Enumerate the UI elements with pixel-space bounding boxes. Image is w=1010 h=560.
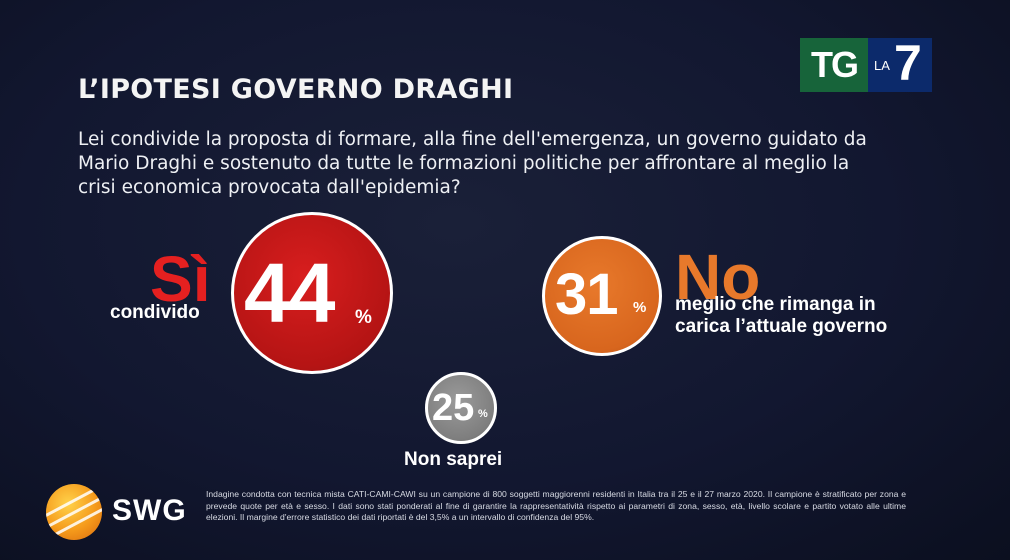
bubble-no: 31 % [542,236,662,356]
question-line: Mario Draghi e sostenuto da tutte le for… [78,153,850,174]
value-label-non-saprei: 25 [432,387,475,429]
page-title: L’IPOTESI GOVERNO DRAGHI [78,74,514,105]
la-logo-text: LA [874,58,890,73]
swg-globe-icon [46,484,102,540]
bubble-non-saprei: 25 % [425,372,497,444]
answer-si-label: Sì [150,243,211,315]
swg-globe-logo: SWG [40,480,200,544]
answer-no-label: No [675,241,761,313]
answer-no-sublabel-line: meglio che rimanga in [675,294,876,315]
question-line: crisi economica provocata dall'epidemia? [78,177,461,198]
methodology-note: Indagine condotta con tecnica mista CATI… [206,489,906,522]
unit-label-non-saprei: % [478,408,488,420]
tg-la7-logo: TG LA 7 [800,35,932,92]
seven-logo-text: 7 [894,35,922,91]
answer-no-sublabel-line: carica l’attuale governo [675,316,888,337]
value-label-no: 31 [555,262,619,327]
answer-non-saprei-label: Non saprei [404,449,503,470]
question-line: Lei condivide la proposta di formare, al… [78,129,867,150]
swg-brand-name: SWG [112,494,187,527]
unit-label-si: % [355,307,372,328]
value-label-si: 44 [244,246,335,340]
tg-logo-text: TG [800,38,868,92]
la7-logo-block: LA 7 [868,35,932,92]
unit-label-no: % [633,299,647,316]
bubble-si: 44 % [231,212,393,374]
answer-si-sublabel: condivido [110,302,200,323]
survey-question: Lei condivide la proposta di formare, al… [78,128,898,200]
